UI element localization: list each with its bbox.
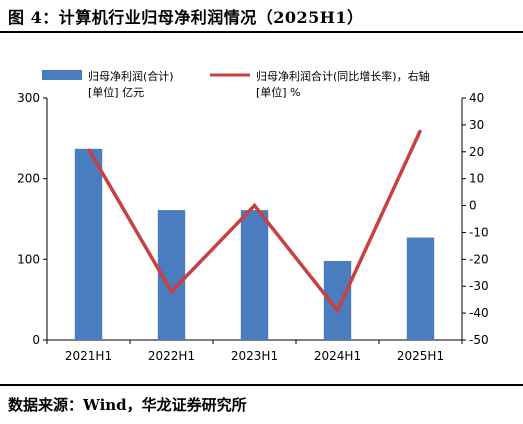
chart-canvas: 归母净利润(合计) [单位] 亿元 归母净利润合计(同比增长率)，右轴 [单位]…	[17, 69, 489, 363]
right-tick-label: -50	[469, 333, 489, 347]
right-tick-label: 40	[469, 91, 484, 105]
x-tick-label: 2023H1	[231, 349, 278, 363]
left-tick-label: 300	[17, 91, 40, 105]
x-tick-label: 2021H1	[65, 349, 112, 363]
right-tick-label: -20	[469, 252, 489, 266]
right-tick-label: 30	[469, 118, 484, 132]
x-tick-label: 2025H1	[397, 349, 444, 363]
line-point	[254, 205, 255, 207]
x-tick-label: 2024H1	[314, 349, 361, 363]
bar	[240, 210, 269, 340]
line-series	[86, 129, 423, 314]
left-tick-label: 100	[17, 252, 40, 266]
left-tick-label: 200	[17, 172, 40, 186]
right-tick-label: -30	[469, 279, 489, 293]
figure-title: 图 4：计算机行业归母净利润情况（2025H1）	[8, 8, 364, 27]
right-tick-label: 20	[469, 145, 484, 159]
bottom-rule	[0, 384, 523, 386]
bar	[74, 148, 103, 340]
line-point	[88, 148, 89, 150]
x-tick-label: 2022H1	[148, 349, 195, 363]
bar	[406, 237, 435, 340]
x-tick-labels: 2021H1 2022H1 2023H1 2024H1 2025H1	[65, 349, 444, 363]
legend-line-label: 归母净利润合计(同比增长率)，右轴	[256, 69, 430, 83]
right-tick-label: -40	[469, 306, 489, 320]
right-tick-label: 10	[469, 172, 484, 186]
legend: 归母净利润(合计) [单位] 亿元 归母净利润合计(同比增长率)，右轴 [单位]…	[42, 69, 430, 99]
top-rule	[0, 31, 523, 33]
left-tick-label: 0	[32, 333, 40, 347]
right-tick-label: 0	[469, 199, 477, 213]
legend-line-unit: [单位] %	[256, 85, 301, 99]
right-tick-label: -10	[469, 225, 489, 239]
line-point	[420, 129, 421, 131]
line-point	[171, 291, 172, 293]
bar-series	[74, 148, 435, 340]
legend-bar-unit: [单位] 亿元	[88, 85, 144, 99]
line-point	[337, 309, 338, 311]
legend-bar-label: 归母净利润(合计)	[88, 69, 174, 83]
figure-source: 数据来源：Wind，华龙证券研究所	[8, 396, 247, 414]
legend-bar-swatch	[42, 70, 82, 80]
